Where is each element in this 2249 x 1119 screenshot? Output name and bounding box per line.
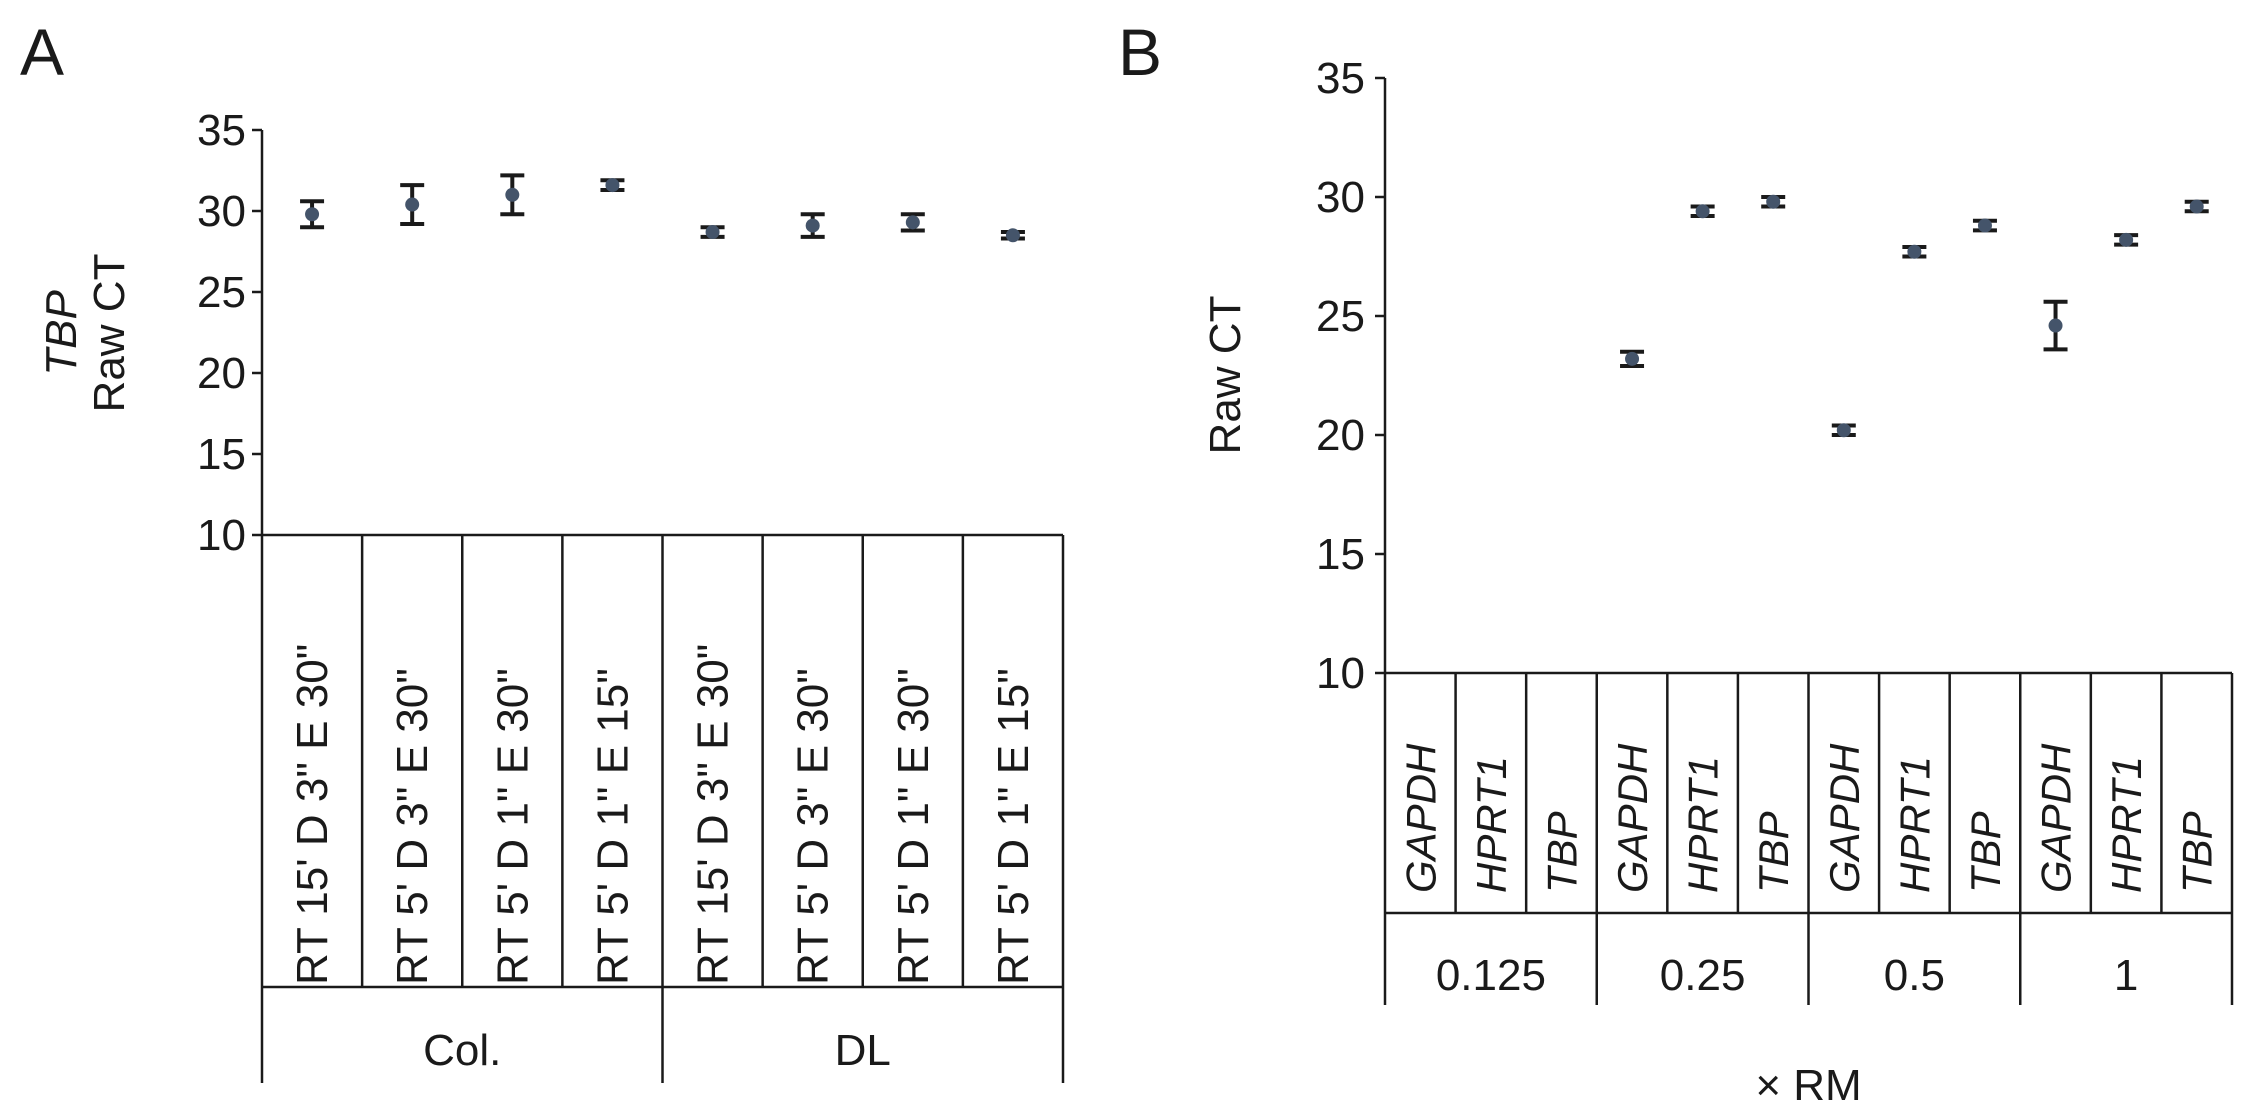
group-label: DL <box>835 1026 891 1075</box>
y-tick-label: 35 <box>197 106 246 155</box>
x-tick-label: TBP <box>1538 811 1585 893</box>
y-tick-label: 20 <box>1316 411 1365 460</box>
x-tick-label: GAPDH <box>2033 743 2080 893</box>
data-point <box>1766 194 1781 209</box>
group-label: 0.25 <box>1660 951 1746 1000</box>
group-label: Col. <box>423 1026 501 1075</box>
x-tick-label: HPRT1 <box>1680 756 1727 893</box>
x-tick-label: RT 5' D 1" E 15" <box>989 668 1038 985</box>
data-point <box>1625 351 1640 366</box>
panel-label: B <box>1118 15 1162 89</box>
panel-label: A <box>20 15 64 89</box>
x-tick-label: RT 15' D 3" E 30" <box>288 644 337 985</box>
y-tick-label: 15 <box>1316 530 1365 579</box>
data-point <box>1907 244 1922 259</box>
data-point <box>2048 318 2063 333</box>
y-tick-label: 25 <box>197 268 246 317</box>
x-tick-label: TBP <box>1962 811 2009 893</box>
x-tick-label: RT 5' D 3" E 30" <box>388 668 437 985</box>
data-point <box>1977 218 1992 233</box>
data-point <box>905 215 920 230</box>
panel-a: A 10 15 20 25 30 35 TBP Raw CT RT 15' D 3" E 30" R… <box>20 15 1065 1083</box>
data-point <box>1005 228 1020 243</box>
y-tick-label: 10 <box>197 511 246 560</box>
y-tick-label: 30 <box>197 187 246 236</box>
data-point <box>2189 199 2204 214</box>
data-point <box>705 225 720 240</box>
group-label: 1 <box>2114 951 2138 1000</box>
y-axis-title-gene: TBP <box>37 290 86 376</box>
data-point <box>805 218 820 233</box>
x-tick-label: HPRT1 <box>1468 756 1515 893</box>
x-tick-label: RT 15' D 3" E 30" <box>689 644 738 985</box>
data-point <box>505 187 520 202</box>
y-tick-label: 20 <box>197 349 246 398</box>
data-point <box>605 178 620 193</box>
x-tick-label: TBP <box>2174 811 2221 893</box>
y-tick-label: 30 <box>1316 173 1365 222</box>
data-point <box>1836 423 1851 438</box>
x-tick-label: HPRT1 <box>2103 756 2150 893</box>
x-tick-label: GAPDH <box>1821 743 1868 893</box>
group-label: 0.125 <box>1436 951 1546 1000</box>
y-tick-label: 25 <box>1316 292 1365 341</box>
data-point <box>2119 232 2134 247</box>
group-label: 0.5 <box>1884 951 1945 1000</box>
x-tick-label: TBP <box>1750 811 1797 893</box>
y-axis-title: Raw CT <box>1201 296 1250 455</box>
panel-b: B 10 15 20 25 30 35 Raw CT GAPDH HPRT1 TBP GAPDH HPR… <box>1118 15 2234 1110</box>
x-tick-label: RT 5' D 3" E 30" <box>789 668 838 985</box>
x-tick-label: GAPDH <box>1397 743 1444 893</box>
x-tick-label: RT 5' D 1" E 30" <box>889 668 938 985</box>
y-tick-label: 15 <box>197 430 246 479</box>
y-tick-label: 10 <box>1316 649 1365 698</box>
y-tick-label: 35 <box>1316 54 1365 103</box>
x-tick-label: HPRT1 <box>1891 756 1938 893</box>
x-tick-label: GAPDH <box>1609 743 1656 893</box>
data-point <box>305 207 320 222</box>
x-tick-label: RT 5' D 1" E 30" <box>488 668 537 985</box>
x-axis-title: × RM <box>1755 1061 1861 1110</box>
y-axis-title: Raw CT <box>85 254 134 413</box>
x-tick-label: RT 5' D 1" E 15" <box>588 668 637 985</box>
data-point <box>1695 204 1710 219</box>
data-point <box>405 197 420 212</box>
